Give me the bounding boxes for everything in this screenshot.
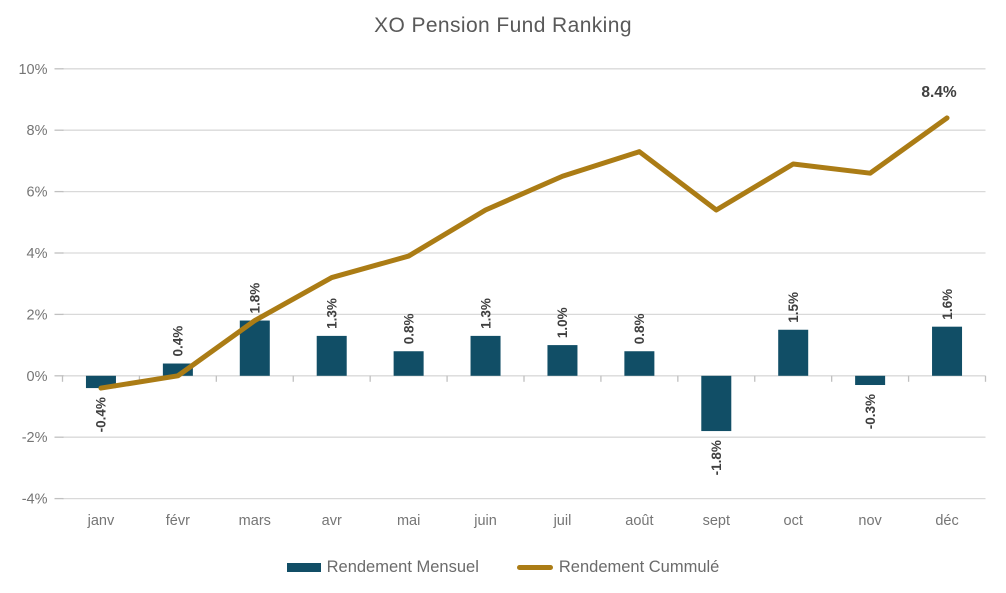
- bar-oct: [778, 329, 809, 376]
- y-tick-label: -2%: [22, 430, 48, 446]
- legend-item-rendement-mensuel: Rendement Mensuel: [286, 558, 479, 577]
- y-tick-label: 2%: [27, 307, 48, 323]
- bar-nov: [855, 375, 886, 386]
- x-tick-label: mars: [239, 513, 271, 529]
- legend-item-rendement-cummule: Rendement Cummulé: [516, 558, 720, 577]
- legend-label-cummule: Rendement Cummulé: [558, 558, 720, 576]
- y-tick-label: 6%: [27, 185, 48, 201]
- bar-label: 0.4%: [171, 326, 186, 357]
- legend-label-mensuel: Rendement Mensuel: [326, 558, 479, 576]
- bar-label: 0.8%: [632, 313, 647, 344]
- bar-label: 1.5%: [786, 292, 801, 323]
- x-tick-label: janv: [87, 513, 115, 529]
- cumulative-line: [98, 115, 950, 391]
- bar-juil: [547, 345, 578, 376]
- line-series-swatch: [516, 565, 553, 570]
- x-tick-label: mai: [397, 513, 420, 529]
- bar-sept: [701, 375, 732, 432]
- bar-label: 1.8%: [248, 283, 263, 314]
- bar-label: 1.3%: [478, 298, 493, 329]
- y-tick-label: 10%: [18, 62, 47, 78]
- bar-label: 1.3%: [324, 298, 339, 329]
- x-tick-label: juil: [553, 513, 572, 529]
- bar-label: 1.6%: [940, 289, 955, 320]
- bar-juin: [470, 335, 501, 376]
- x-tick-label: oct: [784, 513, 803, 529]
- y-tick-label: 4%: [27, 246, 48, 262]
- x-tick-label: déc: [935, 513, 958, 529]
- x-tick-label: févr: [166, 513, 190, 529]
- line-end-annotation: 8.4%: [921, 84, 957, 101]
- bar-series-swatch: [286, 563, 321, 572]
- bar-déc: [932, 326, 963, 376]
- bar-label: 0.8%: [401, 313, 416, 344]
- x-tick-label: avr: [322, 513, 342, 529]
- bar-mai: [393, 351, 424, 376]
- legend: Rendement Mensuel Rendement Cummulé: [0, 558, 1006, 577]
- chart-title: XO Pension Fund Ranking: [374, 14, 632, 37]
- y-tick-label: 0%: [27, 369, 48, 385]
- x-tick-label: nov: [858, 513, 882, 529]
- x-tick-label: août: [625, 513, 653, 529]
- bar-août: [624, 351, 655, 376]
- x-tick-label: sept: [703, 513, 730, 529]
- bar-avr: [316, 335, 347, 376]
- x-tick-label: juin: [473, 513, 497, 529]
- y-tick-label: -4%: [22, 492, 48, 508]
- bar-label: -1.8%: [709, 440, 724, 475]
- bar-label: -0.3%: [863, 394, 878, 429]
- bar-label: -0.4%: [94, 397, 109, 432]
- bar-label: 1.0%: [555, 307, 570, 338]
- y-tick-label: 8%: [27, 123, 48, 139]
